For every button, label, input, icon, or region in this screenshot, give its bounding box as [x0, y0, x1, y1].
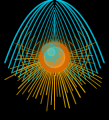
Circle shape	[48, 48, 55, 56]
Circle shape	[36, 39, 73, 76]
Circle shape	[46, 48, 58, 61]
Ellipse shape	[50, 40, 59, 47]
Circle shape	[53, 56, 60, 64]
Circle shape	[40, 43, 69, 72]
Circle shape	[38, 41, 71, 73]
Circle shape	[28, 31, 81, 84]
Circle shape	[54, 48, 63, 57]
Circle shape	[49, 43, 60, 53]
Circle shape	[45, 56, 56, 67]
Circle shape	[43, 43, 56, 57]
Circle shape	[44, 47, 65, 68]
Circle shape	[33, 36, 76, 79]
Circle shape	[43, 52, 51, 60]
